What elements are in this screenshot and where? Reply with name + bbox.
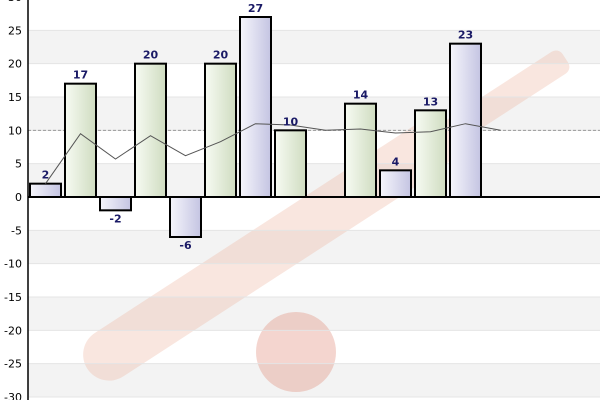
data-label: 14 <box>353 89 369 102</box>
y-tick-label: 25 <box>8 24 22 37</box>
y-tick-label: -30 <box>4 391 22 400</box>
background-band <box>28 97 600 131</box>
bar <box>169 196 202 238</box>
bar <box>29 182 62 199</box>
y-tick-label: 30 <box>8 0 22 4</box>
watermark-ball <box>256 312 336 392</box>
background-band <box>28 0 600 31</box>
y-tick-label: 5 <box>15 158 22 171</box>
data-label: 17 <box>73 69 88 82</box>
background-band <box>28 263 600 297</box>
data-label: 20 <box>143 49 159 62</box>
background-band <box>28 30 600 64</box>
bar <box>204 62 237 198</box>
y-tick-label: -10 <box>4 258 22 271</box>
background-band <box>28 230 600 264</box>
bar <box>274 129 307 198</box>
bar <box>99 196 132 212</box>
bar <box>379 169 412 198</box>
background-band <box>28 363 600 397</box>
data-label: 13 <box>423 95 438 108</box>
background-band <box>28 330 600 364</box>
data-label: 4 <box>392 155 400 168</box>
data-label: -2 <box>109 212 121 225</box>
bar <box>134 62 167 198</box>
data-label: 10 <box>283 115 299 128</box>
data-label: 20 <box>213 49 229 62</box>
average-line <box>45 123 501 184</box>
data-label: 27 <box>248 2 263 15</box>
y-tick-label: -15 <box>4 291 22 304</box>
background-band <box>28 297 600 331</box>
y-tick-label: 10 <box>8 124 22 137</box>
bar <box>239 16 272 198</box>
y-tick-label: 20 <box>8 58 22 71</box>
data-label: 23 <box>458 29 473 42</box>
background-band <box>28 130 600 164</box>
y-tick-label: -25 <box>4 358 22 371</box>
y-tick-label: -5 <box>11 224 22 237</box>
data-label: 2 <box>42 169 50 182</box>
data-label: -6 <box>179 239 192 252</box>
bar <box>414 109 447 198</box>
y-tick-label: 15 <box>8 91 22 104</box>
bar <box>64 82 97 198</box>
bar <box>344 102 377 198</box>
background-band <box>28 163 600 197</box>
y-tick-label: 0 <box>15 191 22 204</box>
background-band <box>28 63 600 97</box>
y-tick-label: -20 <box>4 324 22 337</box>
bar <box>449 42 482 198</box>
